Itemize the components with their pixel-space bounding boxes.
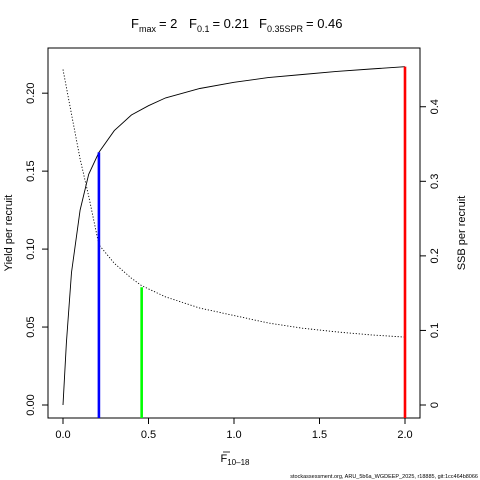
title-fmax-label: F	[131, 16, 139, 31]
title-fmax-value: = 2	[159, 16, 177, 31]
y-right-tick-label: 0.1	[429, 323, 441, 338]
x-axis: 0.0 0.5 1.0 1.5 2.0	[55, 418, 413, 441]
y-axis-left: 0.00 0.05 0.10 0.15 0.20	[25, 82, 48, 416]
title-f01-label: F	[189, 16, 197, 31]
y-right-tick-label: 0.4	[429, 99, 441, 114]
y-right-tick-label: 0.3	[429, 174, 441, 189]
y-right-tick-label: 0	[429, 402, 441, 408]
title-fspr-sub: 0.35SPR	[267, 24, 304, 34]
title-fspr-value: = 0.46	[306, 16, 343, 31]
svg-text:F0.35SPR= 0.46: F0.35SPR = 0.46	[259, 16, 343, 34]
reference-lines	[97, 66, 407, 418]
footer-source: stockassessment.org, ARU_5b6a_WGDEEP_202…	[290, 474, 478, 480]
x-tick-label: 1.0	[226, 429, 241, 441]
x-tick-label: 2.0	[397, 429, 412, 441]
y-left-tick-label: 0.05	[25, 316, 37, 337]
title-fmax-sub: max	[139, 24, 157, 34]
title-fspr-label: F	[259, 16, 267, 31]
series-layer	[62, 66, 406, 406]
y-axis-left-label: Yield per recruit	[3, 195, 15, 272]
x-axis-label-sub: 10–18	[227, 458, 250, 467]
x-axis-label: F10–18	[221, 453, 251, 467]
chart-title: Fmax = 2 F0.1 = 0.21 F0.35SPR = 0.46	[131, 16, 343, 34]
title-f01-sub: 0.1	[197, 24, 210, 34]
y-left-tick-label: 0.00	[25, 394, 37, 415]
title-f01-value: = 0.21	[212, 16, 249, 31]
y-left-tick-label: 0.15	[25, 160, 37, 181]
x-tick-label: 1.5	[312, 429, 327, 441]
yield-per-recruit-line	[62, 66, 406, 406]
ssb-per-recruit-line	[62, 69, 406, 338]
x-tick-label: 0.5	[141, 429, 156, 441]
x-tick-label: 0.0	[55, 429, 70, 441]
x-axis-label-base: F	[221, 453, 228, 465]
y-right-tick-label: 0.2	[429, 248, 441, 263]
svg-text:Fmax= 2: Fmax = 2	[131, 16, 177, 34]
svg-text:F0.1= 0.21: F0.1 = 0.21	[189, 16, 249, 34]
y-axis-right-label: SSB per recruit	[456, 196, 468, 271]
y-axis-right: 0 0.1 0.2 0.3 0.4	[420, 99, 441, 408]
plot-frame	[47, 47, 421, 419]
y-left-tick-label: 0.10	[25, 238, 37, 259]
y-left-tick-label: 0.20	[25, 82, 37, 103]
